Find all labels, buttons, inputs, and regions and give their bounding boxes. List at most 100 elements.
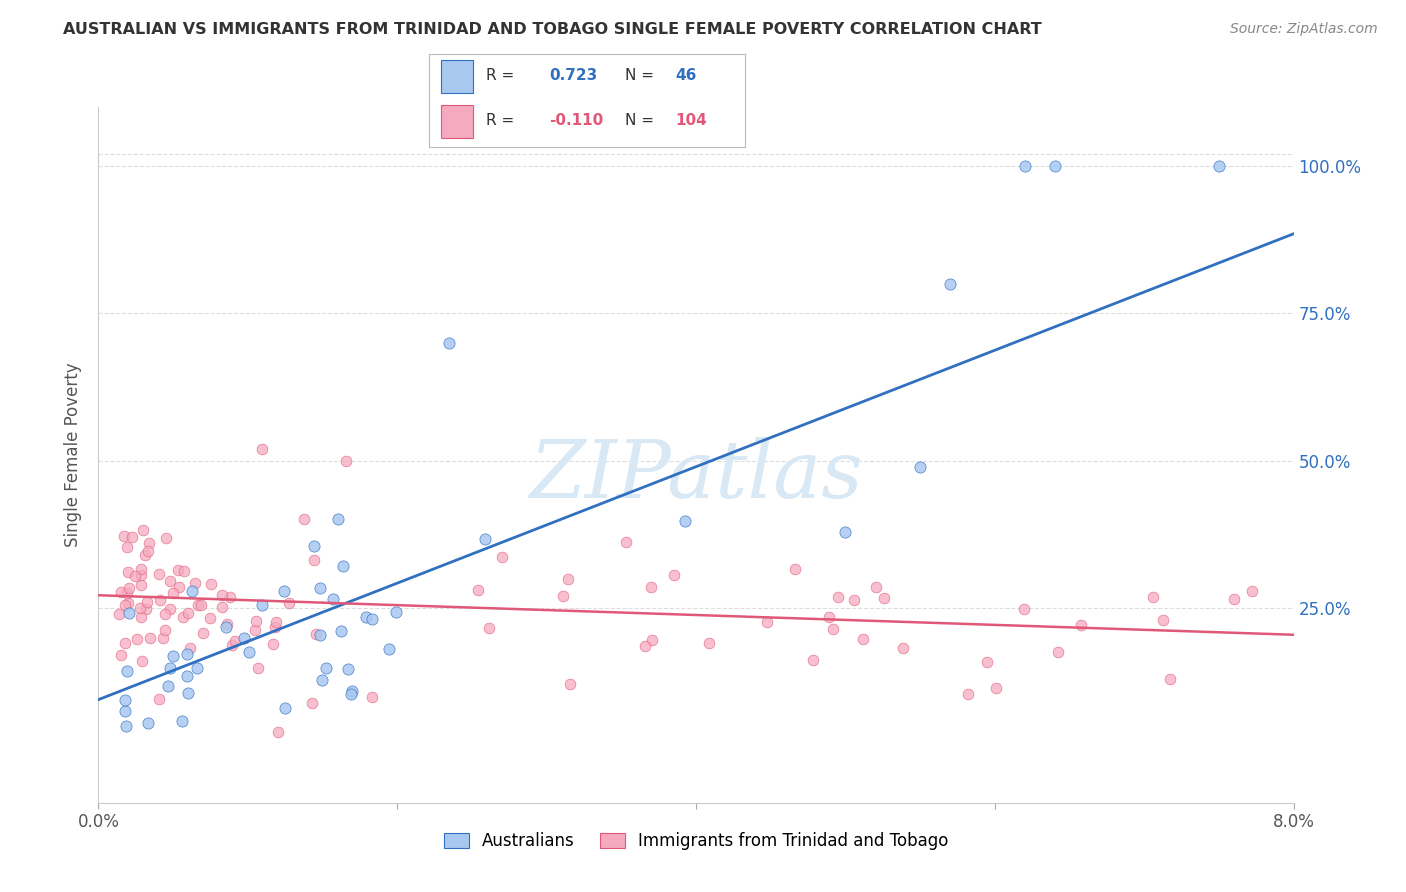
Point (132, 523, 155, 537)
Point (274, 701, 297, 715)
Point (264, 615, 287, 629)
Text: 104: 104 (676, 113, 707, 128)
Point (640, 632, 662, 647)
Point (697, 636, 720, 650)
Point (984, 681, 1007, 695)
Point (311, 673, 333, 687)
Point (1241, 583, 1264, 598)
Point (976, 655, 998, 669)
Point (332, 558, 354, 573)
Point (842, 593, 865, 607)
Point (891, 640, 914, 655)
Point (172, 714, 194, 728)
Point (1014, 159, 1036, 173)
Point (1046, 645, 1069, 659)
Point (138, 536, 160, 550)
FancyBboxPatch shape (441, 105, 472, 138)
Point (118, 606, 141, 620)
Text: Source: ZipAtlas.com: Source: ZipAtlas.com (1230, 22, 1378, 37)
Point (152, 631, 174, 645)
Point (1043, 159, 1066, 173)
Point (169, 580, 191, 594)
Point (221, 638, 243, 652)
Point (118, 581, 141, 595)
Point (107, 607, 129, 622)
Point (250, 442, 273, 456)
Point (114, 693, 136, 707)
Point (155, 623, 177, 637)
Point (354, 610, 377, 624)
Point (385, 605, 408, 619)
Point (211, 588, 233, 602)
Point (340, 687, 363, 701)
Point (117, 596, 139, 610)
Point (278, 596, 301, 610)
Point (614, 535, 637, 549)
Legend: Australians, Immigrants from Trinidad and Tobago: Australians, Immigrants from Trinidad an… (437, 826, 955, 857)
Point (865, 580, 887, 594)
Point (557, 572, 579, 586)
Point (191, 625, 214, 640)
Point (478, 621, 501, 635)
Point (159, 661, 181, 675)
Point (110, 585, 132, 599)
Point (340, 684, 363, 698)
Point (673, 514, 696, 528)
Text: R =: R = (486, 69, 515, 84)
Point (337, 662, 360, 676)
Point (181, 584, 204, 599)
Point (129, 561, 152, 575)
Point (136, 716, 159, 731)
Point (177, 686, 200, 700)
Point (159, 574, 181, 589)
Point (112, 529, 135, 543)
Point (131, 568, 153, 582)
Point (756, 615, 779, 630)
Point (834, 524, 856, 539)
Point (136, 595, 159, 609)
FancyBboxPatch shape (441, 60, 472, 93)
Point (634, 640, 657, 654)
Point (162, 648, 184, 663)
Point (273, 584, 295, 599)
Point (114, 598, 136, 612)
Text: N =: N = (626, 113, 654, 128)
Point (190, 599, 212, 613)
Point (153, 607, 176, 621)
Point (127, 632, 149, 647)
Point (177, 606, 200, 620)
Point (267, 725, 290, 739)
Point (129, 577, 152, 591)
Point (219, 590, 242, 604)
Point (215, 617, 238, 632)
Y-axis label: Single Female Poverty: Single Female Poverty (65, 363, 83, 547)
Point (817, 609, 839, 624)
Point (437, 335, 460, 350)
Point (939, 277, 962, 291)
Point (156, 679, 179, 693)
Point (114, 704, 136, 718)
Point (115, 586, 138, 600)
Point (149, 593, 172, 607)
Point (328, 512, 350, 526)
Point (302, 540, 325, 554)
Point (360, 690, 382, 704)
Text: 0.723: 0.723 (548, 69, 598, 84)
Text: N =: N = (626, 69, 654, 84)
Point (491, 549, 513, 564)
Point (139, 631, 162, 645)
Point (198, 610, 221, 624)
Point (232, 631, 254, 645)
Point (176, 647, 198, 661)
Point (309, 581, 332, 595)
Point (187, 599, 209, 613)
Text: ZIPatlas: ZIPatlas (529, 437, 863, 515)
Point (124, 569, 146, 583)
Point (183, 576, 205, 591)
Point (179, 641, 201, 656)
Point (467, 583, 489, 598)
Point (1014, 602, 1036, 616)
Text: R =: R = (486, 113, 515, 128)
Point (245, 614, 267, 628)
Point (136, 543, 159, 558)
